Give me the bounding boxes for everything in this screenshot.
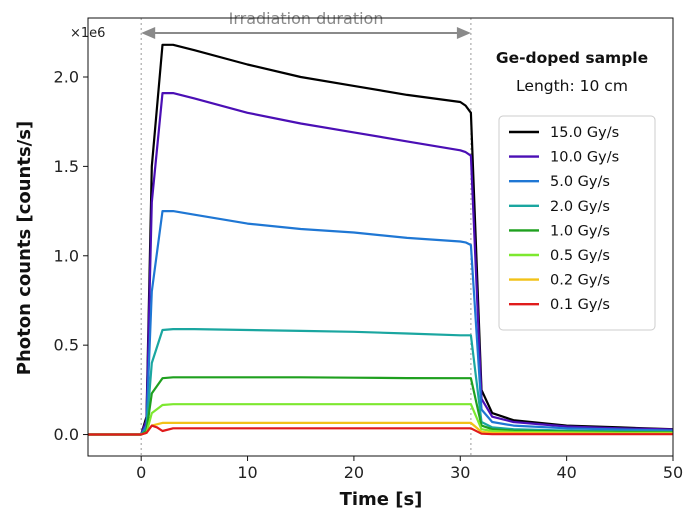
- y-tick-label: 0.0: [54, 425, 79, 444]
- axes-frame: [87, 17, 674, 457]
- series-line-2: [88, 210, 673, 436]
- series-line-3: [88, 328, 673, 436]
- y-tick-label: 0.5: [54, 336, 79, 355]
- series-line-5: [88, 403, 673, 436]
- y-tick-label: 1.0: [54, 246, 79, 265]
- legend: 15.0 Gy/s 10.0 Gy/s 5.0 Gy/s 2.0 Gy/s 1.0 Gy…: [498, 115, 656, 331]
- legend-entry: 15.0 Gy/s: [550, 125, 619, 141]
- x-tick-label: 40: [556, 463, 576, 482]
- plot-area: [88, 18, 673, 456]
- title-block: Ge-doped sample Length: 10 cm: [496, 49, 648, 95]
- x-axis-label: Time [s]: [340, 489, 423, 510]
- series-line-7: [88, 424, 673, 436]
- axes: ×1e6 Time [s] Photon counts [counts/s] 0…: [14, 17, 683, 510]
- x-tick-label: 50: [663, 463, 683, 482]
- legend-entry: 5.0 Gy/s: [550, 174, 610, 190]
- legend-box: [498, 115, 656, 331]
- arrow-left-icon: [141, 27, 156, 39]
- y-axis-label: Photon counts [counts/s]: [14, 121, 35, 375]
- x-tick-label: 30: [450, 463, 470, 482]
- y-tick-label: 1.5: [54, 157, 79, 176]
- series-line-4: [88, 376, 673, 436]
- legend-entry: 0.2 Gy/s: [550, 273, 610, 289]
- chart-subtitle: Length: 10 cm: [516, 77, 628, 95]
- arrow-right-icon: [456, 27, 471, 39]
- legend-entry: 0.1 Gy/s: [550, 297, 610, 313]
- series-line-0: [88, 43, 673, 436]
- annotation: Irradiation duration: [141, 9, 471, 39]
- y-tick-label: 2.0: [54, 67, 79, 86]
- series-line-1: [88, 91, 673, 436]
- legend-entry: 1.0 Gy/s: [550, 223, 610, 239]
- x-tick-label: 20: [344, 463, 364, 482]
- legend-entry: 2.0 Gy/s: [550, 199, 610, 215]
- x-tick-label: 0: [136, 463, 146, 482]
- x-tick-label: 10: [237, 463, 257, 482]
- chart-title: Ge-doped sample: [496, 49, 648, 67]
- legend-entry: 10.0 Gy/s: [550, 150, 619, 166]
- legend-entry: 0.5 Gy/s: [550, 248, 610, 264]
